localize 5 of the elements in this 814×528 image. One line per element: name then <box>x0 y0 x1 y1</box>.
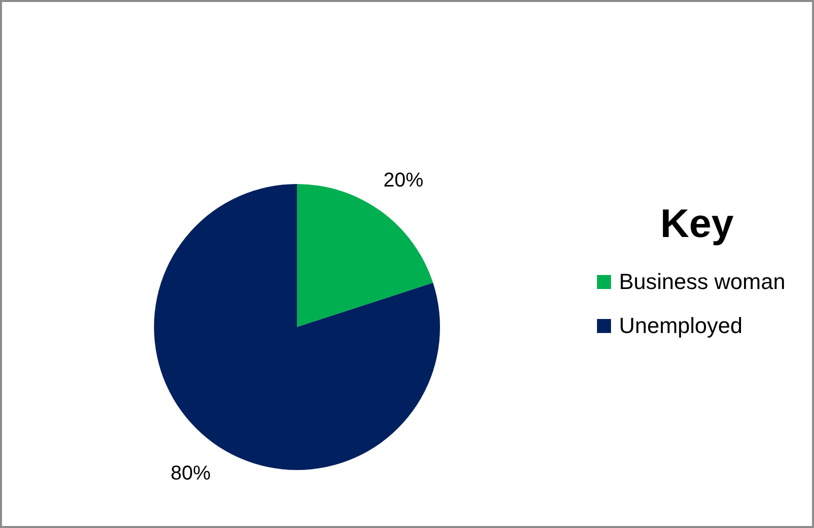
legend-label: Unemployed <box>619 313 743 339</box>
data-label: 80% <box>170 462 211 484</box>
legend-label: Business woman <box>619 269 786 295</box>
legend-title: Key <box>659 202 735 247</box>
data-label: 20% <box>383 170 424 192</box>
